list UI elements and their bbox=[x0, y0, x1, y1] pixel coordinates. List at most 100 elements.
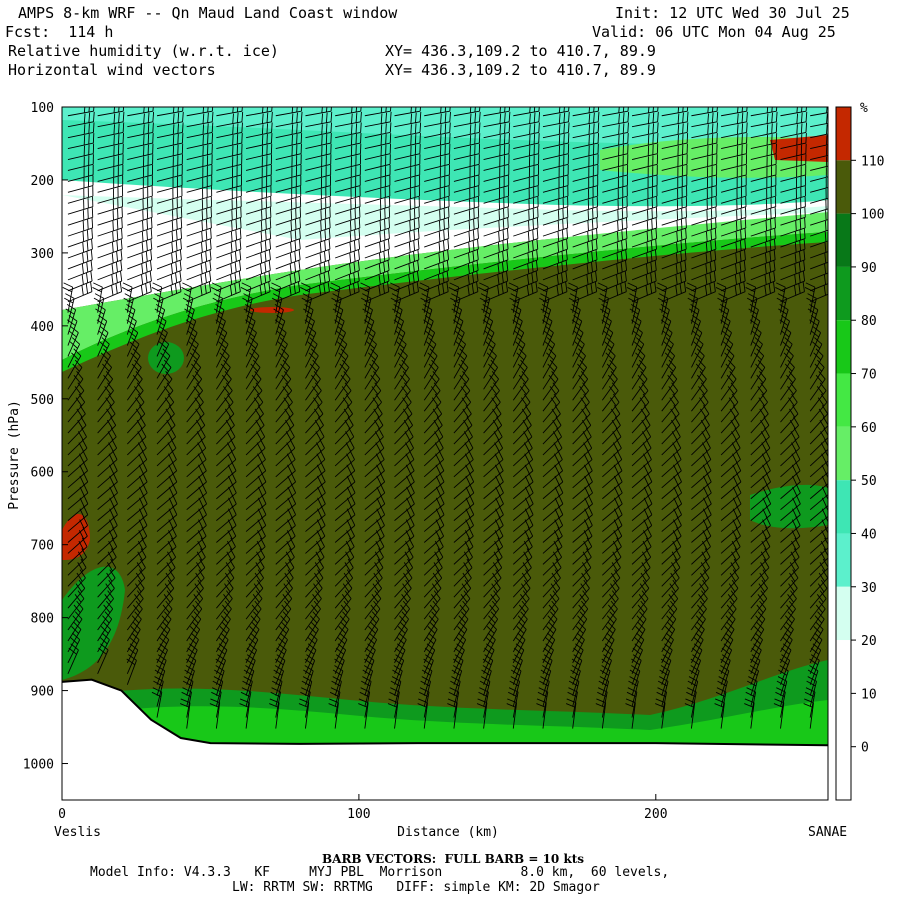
wind-barb bbox=[691, 527, 712, 554]
wind-barb bbox=[631, 228, 658, 248]
wind-barb bbox=[186, 439, 207, 467]
wind-barb bbox=[245, 427, 266, 456]
wind-barb bbox=[362, 304, 373, 335]
wind-barb bbox=[661, 111, 689, 128]
wind-barb bbox=[360, 293, 372, 324]
wind-barb bbox=[393, 654, 405, 685]
wind-barb bbox=[269, 698, 280, 729]
wind-barb bbox=[453, 186, 480, 204]
wind-barb bbox=[334, 590, 352, 620]
wind-barb bbox=[245, 348, 260, 379]
wind-barb bbox=[156, 590, 174, 620]
wind-barb bbox=[542, 569, 561, 598]
wind-barb bbox=[305, 516, 326, 543]
wind-barb bbox=[720, 217, 747, 237]
wind-barb bbox=[275, 569, 294, 598]
wind-barb bbox=[661, 122, 689, 139]
wind-barb bbox=[720, 348, 735, 379]
wind-barb bbox=[240, 687, 252, 718]
colorbar-level: 70 bbox=[861, 368, 877, 383]
wind-barb bbox=[275, 558, 295, 587]
wind-barb bbox=[216, 450, 237, 478]
wind-barb bbox=[364, 175, 391, 193]
wind-barb bbox=[542, 632, 556, 664]
terrain bbox=[62, 679, 828, 800]
wind-barb bbox=[364, 239, 390, 259]
wind-barb bbox=[216, 548, 236, 576]
wind-barb bbox=[364, 600, 381, 631]
wind-barb bbox=[631, 405, 650, 434]
wind-barb bbox=[691, 217, 717, 237]
wind-barb bbox=[810, 210, 828, 226]
wind-barb bbox=[720, 590, 738, 620]
wind-barb bbox=[127, 186, 153, 204]
wind-barb bbox=[97, 371, 114, 401]
wind-barb bbox=[602, 405, 621, 434]
wind-barb bbox=[423, 505, 445, 532]
wind-barb bbox=[542, 154, 569, 171]
wind-barb bbox=[126, 558, 146, 587]
wind-barb bbox=[186, 154, 213, 171]
wind-barb bbox=[451, 304, 463, 335]
wind-barb bbox=[216, 439, 236, 467]
wind-barb bbox=[245, 186, 272, 204]
wind-barb bbox=[631, 548, 652, 576]
wind-barb bbox=[423, 382, 441, 412]
wind-barb bbox=[721, 122, 748, 139]
wind-barb bbox=[186, 196, 213, 215]
wind-barb bbox=[67, 416, 87, 445]
wind-barb bbox=[184, 665, 195, 696]
colorbar-level: 40 bbox=[861, 527, 877, 542]
wind-barb bbox=[453, 590, 471, 620]
wind-barb bbox=[127, 249, 153, 270]
wind-barb bbox=[803, 698, 814, 729]
wind-barb bbox=[275, 175, 302, 193]
wind-barb bbox=[334, 494, 356, 521]
wind-barb bbox=[625, 698, 636, 729]
wind-barb bbox=[126, 590, 144, 620]
wind-barb bbox=[453, 558, 473, 587]
wind-barb bbox=[483, 405, 502, 434]
wind-barb bbox=[209, 698, 221, 729]
wind-barb bbox=[512, 348, 527, 379]
wind-barb bbox=[97, 111, 125, 128]
wind-barb bbox=[97, 505, 118, 532]
wind-barb bbox=[542, 600, 559, 631]
wind-barb bbox=[305, 154, 332, 171]
wind-barb bbox=[359, 282, 370, 313]
wind-barb bbox=[483, 516, 504, 543]
wind-barb bbox=[67, 133, 95, 150]
wind-barb bbox=[305, 164, 332, 182]
wind-barb bbox=[810, 107, 828, 117]
wind-barb bbox=[156, 239, 182, 259]
wind-barb bbox=[542, 590, 560, 620]
wind-barb bbox=[126, 337, 140, 368]
wind-barb bbox=[572, 494, 593, 521]
wind-barb bbox=[689, 304, 700, 335]
wind-barb bbox=[631, 217, 658, 237]
wind-barb bbox=[335, 111, 362, 128]
wind-barb bbox=[127, 154, 154, 171]
wind-barb bbox=[127, 175, 153, 193]
wind-barb bbox=[691, 590, 708, 620]
wind-barb bbox=[720, 632, 734, 664]
wind-barb bbox=[127, 516, 148, 543]
wind-barb bbox=[780, 558, 800, 587]
wind-barb bbox=[542, 217, 569, 237]
wind-barb bbox=[453, 405, 472, 434]
wind-barb bbox=[631, 359, 647, 390]
wind-barb bbox=[780, 348, 794, 379]
wind-barb bbox=[483, 416, 503, 445]
wind-barb bbox=[156, 281, 182, 303]
wind-barb bbox=[721, 164, 747, 182]
wind-barb bbox=[451, 665, 463, 696]
wind-barb bbox=[483, 632, 496, 664]
wind-barb bbox=[718, 304, 730, 335]
wind-barb bbox=[423, 600, 440, 631]
wind-barb bbox=[691, 281, 716, 303]
wind-barb bbox=[216, 558, 235, 587]
wind-barb bbox=[780, 154, 807, 171]
wind-barb bbox=[483, 154, 510, 171]
wind-barb bbox=[127, 228, 153, 248]
wind-barb bbox=[809, 537, 828, 565]
